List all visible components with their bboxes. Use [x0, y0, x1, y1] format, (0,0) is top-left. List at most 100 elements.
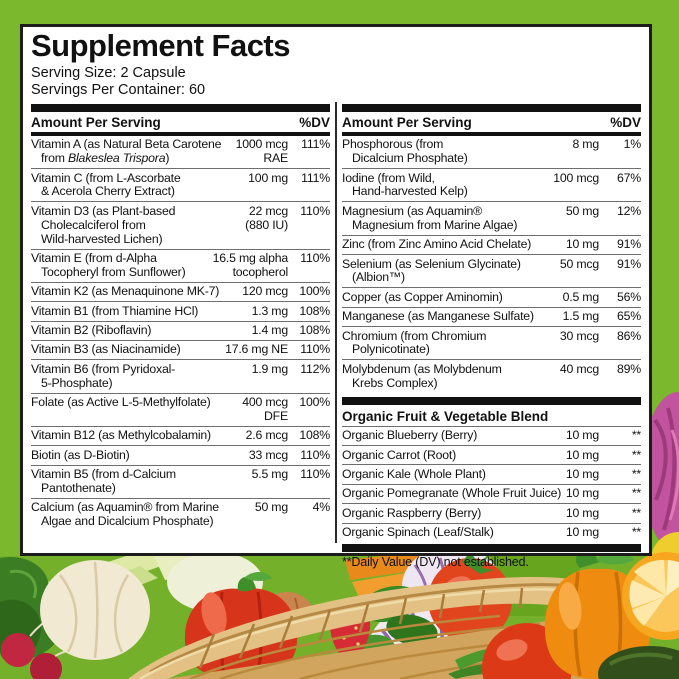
nutrient-amount: 5.5 mg — [251, 467, 289, 482]
nutrient-amount: 100 mg — [248, 170, 288, 185]
nutrient-dv: ** — [631, 466, 641, 481]
column-divider — [335, 101, 337, 543]
nutrient-amount: 1.9 mg — [251, 361, 289, 376]
radishes — [1, 605, 99, 679]
section-bar — [31, 103, 330, 112]
nutrient-name: Calcium (as Aquamin® from Marine Algae a… — [31, 500, 219, 529]
nutrient-dv: ** — [631, 447, 641, 462]
table-row: Iodine (from Wild, Hand-harvested Kelp) 1… — [342, 168, 641, 201]
nutrient-name: Magnesium (as Aquamin® Magnesium from Ma… — [342, 203, 518, 232]
nutrient-dv: 108% — [299, 428, 330, 443]
nutrient-name: Vitamin A (as Natural Beta Carotene from… — [31, 137, 222, 166]
nutrient-amount: 8 mg — [572, 137, 599, 152]
table-row: Selenium (as Selenium Glycinate) (Albion… — [342, 254, 641, 287]
nutrient-name: Vitamin C (from L-Ascorbate & Acerola Ch… — [31, 170, 181, 199]
table-row: Vitamin D3 (as Plant-based Cholecalcifer… — [31, 201, 330, 248]
nutrient-amount: 1.5 mg — [562, 309, 600, 324]
nutrient-dv: 91% — [616, 237, 641, 252]
table-row: Vitamin C (from L-Ascorbate & Acerola Ch… — [31, 168, 330, 201]
nutrient-amount: 30 mcg — [559, 328, 599, 343]
nutrient-amount: 17.6 mg NE — [225, 342, 288, 357]
nutrient-name: Organic Blueberry (Berry) — [342, 428, 478, 443]
nutrient-name: Vitamin B12 (as Methylcobalamin) — [31, 428, 211, 443]
nutrient-name: Copper (as Copper Aminomin) — [342, 289, 503, 304]
table-row: Vitamin E (from d-Alpha Tocopheryl from … — [31, 248, 330, 282]
nutrient-amount: 10 mg — [565, 428, 599, 443]
facts-columns: Amount Per Serving %DV Vitamin A (as Nat… — [31, 101, 641, 569]
nutrient-dv: 108% — [299, 303, 330, 318]
nutrient-amount: 0.5 mg — [562, 289, 600, 304]
page-title: Supplement Facts — [31, 28, 291, 63]
dv-label: %DV — [299, 114, 330, 130]
nutrient-dv: 112% — [300, 361, 330, 376]
nutrient-amount: 33 mcg — [248, 447, 288, 462]
nutrient-amount: 16.5 mg alpha tocopherol — [212, 251, 289, 279]
nutrient-amount: 2.6 mcg — [245, 428, 289, 443]
nutrient-amount: 22 mcg (880 IU) — [245, 203, 288, 232]
nutrient-dv: ** — [631, 486, 641, 501]
amount-per-serving-label: Amount Per Serving — [31, 114, 161, 130]
nutrient-name: Biotin (as D-Biotin) — [31, 447, 130, 462]
nutrient-name: Vitamin D3 (as Plant-based Cholecalcifer… — [31, 203, 176, 246]
nutrient-dv: 4% — [312, 500, 331, 515]
avocado — [598, 646, 679, 679]
nutrient-name: Vitamin B2 (Riboflavin) — [31, 323, 152, 338]
servings-per-container: Servings Per Container: 60 — [31, 81, 206, 98]
table-row: Phosphorous (from Dicalcium Phosphate) 8 … — [342, 136, 641, 168]
table-row: Zinc (from Zinc Amino Acid Chelate) 10 mg… — [342, 234, 641, 254]
nutrient-name: Vitamin B3 (as Niacinamide) — [31, 342, 181, 357]
nutrient-name: Vitamin B5 (from d-Calcium Pantothenate) — [31, 467, 176, 496]
right-rows: Phosphorous (from Dicalcium Phosphate) 8 … — [342, 136, 641, 393]
table-row: Vitamin B5 (from d-Calcium Pantothenate)… — [31, 464, 330, 498]
nutrient-dv: 56% — [616, 289, 641, 304]
nutrient-name: Folate (as Active L-5-Methylfolate) — [31, 395, 211, 410]
nutrient-amount: 1.3 mg — [251, 303, 289, 318]
table-row: Vitamin B12 (as Methylcobalamin) 2.6 mcg 1… — [31, 425, 330, 445]
table-row: Magnesium (as Aquamin® Magnesium from Ma… — [342, 201, 641, 234]
nutrient-dv: 110% — [300, 467, 330, 482]
nutrient-dv: 110% — [300, 342, 330, 357]
nutrient-dv: 111% — [301, 137, 330, 152]
nutrient-amount: 10 mg — [565, 237, 599, 252]
nutrient-name: Manganese (as Manganese Sulfate) — [342, 309, 534, 324]
white-onion — [40, 560, 150, 660]
nutrient-dv: ** — [631, 505, 641, 520]
section-bar — [342, 103, 641, 112]
nutrient-amount: 10 mg — [565, 447, 599, 462]
nutrient-dv: ** — [631, 525, 641, 540]
nutrient-amount: 400 mcg DFE — [242, 395, 288, 424]
column-header: Amount Per Serving %DV — [31, 112, 330, 132]
nutrient-amount: 50 mg — [254, 500, 288, 515]
table-row: Vitamin B3 (as Niacinamide) 17.6 mg NE 110… — [31, 339, 330, 359]
facts-column-left: Amount Per Serving %DV Vitamin A (as Nat… — [31, 102, 330, 543]
table-row: Vitamin B6 (from Pyridoxal- 5-Phosphate)… — [31, 359, 330, 392]
nutrient-dv: 108% — [299, 323, 330, 338]
daily-value-footnote: **Daily Value (DV) not established. — [342, 554, 529, 569]
table-row: Chromium (from Chromium Polynicotinate) 3… — [342, 326, 641, 359]
table-row: Calcium (as Aquamin® from Marine Algae a… — [31, 497, 331, 531]
blend-rows: Organic Blueberry (Berry) 10 mg ** Organic … — [342, 427, 641, 542]
nutrient-name: Organic Spinach (Leaf/Stalk) — [342, 525, 494, 540]
table-row: Biotin (as D-Biotin) 33 mcg 110% — [31, 445, 330, 464]
table-row: Vitamin B1 (from Thiamine HCl) 1.3 mg 108% — [31, 301, 330, 320]
nutrient-name: Vitamin K2 (as Menaquinone MK-7) — [31, 284, 220, 299]
nutrient-dv: ** — [631, 428, 641, 443]
nutrient-amount: 10 mg — [565, 525, 599, 540]
table-row: Molybdenum (as Molybdenum Krebs Complex)… — [342, 359, 641, 392]
nutrient-dv: 100% — [299, 284, 330, 299]
nutrient-dv: 89% — [616, 361, 641, 376]
orange-slice — [622, 552, 679, 640]
serving-size: Serving Size: 2 Capsule — [31, 64, 186, 81]
dv-label: %DV — [610, 114, 641, 130]
nutrient-name: Organic Pomegranate (Whole Fruit Juice) — [342, 486, 562, 501]
nutrient-amount: 1.4 mg — [251, 323, 289, 338]
blend-header: Organic Fruit & Vegetable Blend — [342, 406, 641, 427]
nutrient-name: Organic Kale (Whole Plant) — [342, 466, 486, 481]
nutrient-amount: 50 mcg — [559, 256, 599, 271]
nutrient-amount: 10 mg — [565, 466, 599, 481]
nutrient-amount: 1000 mcg RAE — [235, 137, 289, 166]
nutrient-name: Selenium (as Selenium Glycinate) (Albion… — [342, 256, 521, 285]
nutrient-amount: 50 mg — [565, 203, 599, 218]
nutrient-dv: 110% — [300, 251, 330, 265]
